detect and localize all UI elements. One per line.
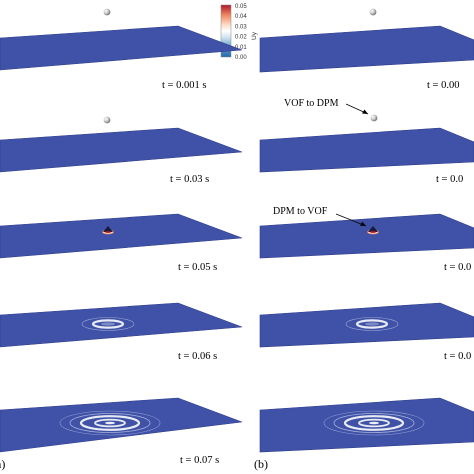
- annotation-label: DPM to VOF: [273, 206, 328, 217]
- arrow-head-icon: [360, 221, 366, 226]
- time-label: t = 0.07 s: [180, 455, 219, 466]
- time-label: t = 0.06 s: [178, 351, 217, 362]
- ripple-rings: [59, 410, 161, 436]
- impact-splash: [367, 226, 379, 235]
- panel-label: (b): [254, 457, 268, 471]
- time-label: t = 0.0: [444, 262, 471, 273]
- colorbar-tick: 0.02: [235, 35, 247, 41]
- plate: [259, 25, 474, 73]
- time-label: t = 0.05 s: [178, 262, 217, 273]
- annotation-label: VOF to DPM: [284, 98, 339, 109]
- plate: [259, 127, 474, 173]
- panel-b: t = 0.00 VOF to DPM t = 0.0 DPM to VOF t…: [254, 8, 474, 471]
- colorbar-title: Uy: [251, 31, 258, 40]
- time-label: t = 0.00: [427, 80, 459, 91]
- colorbar: Uy 0.05 0.04 0.03 0.02 0.01 0.00: [220, 4, 258, 61]
- impact-splash: [102, 226, 114, 235]
- plate: [0, 213, 243, 259]
- arrow-head-icon: [362, 109, 368, 114]
- time-label: t = 0.03 s: [170, 174, 209, 185]
- plate: [259, 397, 474, 453]
- panel-a: t = 0.001 s t = 0.03 s t = 0.05 s t = 0.…: [0, 8, 243, 471]
- time-label: t = 0.0: [436, 174, 463, 185]
- colorbar-tick: 0.03: [235, 24, 247, 30]
- colorbar-tick: 0.05: [235, 4, 247, 10]
- droplet: [103, 116, 111, 124]
- colorbar-tick: 0.00: [235, 55, 247, 61]
- time-label: t = 0.001 s: [162, 80, 206, 91]
- ripple-rings: [323, 410, 425, 436]
- plate: [0, 25, 243, 71]
- time-label: t = 0.0: [444, 351, 471, 362]
- droplet: [369, 8, 377, 16]
- panel-label: a): [0, 457, 5, 471]
- droplet: [370, 114, 378, 122]
- colorbar-tick: 0.04: [235, 14, 247, 20]
- ripple-rings: [81, 317, 135, 331]
- colorbar-gradient: [220, 4, 232, 58]
- plate: [259, 213, 474, 259]
- colorbar-tick: 0.01: [235, 45, 247, 51]
- droplet: [103, 8, 111, 16]
- plate: [0, 127, 243, 173]
- ripple-rings: [345, 317, 399, 331]
